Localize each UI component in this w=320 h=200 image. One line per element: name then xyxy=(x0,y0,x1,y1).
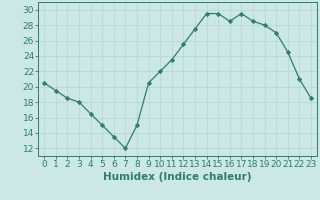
X-axis label: Humidex (Indice chaleur): Humidex (Indice chaleur) xyxy=(103,172,252,182)
